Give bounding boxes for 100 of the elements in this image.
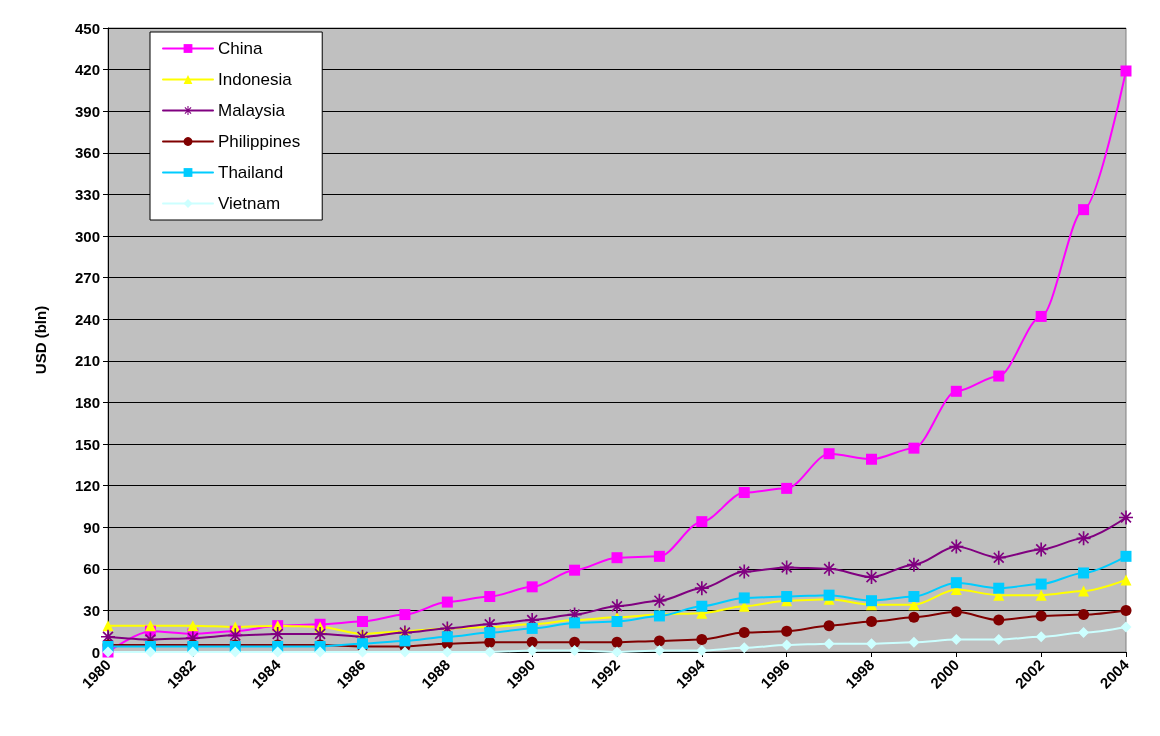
point bbox=[187, 620, 199, 632]
point bbox=[1078, 585, 1090, 597]
point bbox=[866, 595, 877, 607]
point bbox=[484, 627, 496, 639]
point bbox=[1076, 531, 1091, 546]
point bbox=[569, 636, 581, 648]
point bbox=[694, 581, 709, 596]
point bbox=[526, 622, 538, 634]
point bbox=[908, 591, 920, 603]
point bbox=[1120, 65, 1132, 77]
point bbox=[1035, 610, 1047, 622]
point bbox=[949, 539, 964, 554]
point bbox=[399, 635, 411, 647]
point bbox=[652, 593, 667, 608]
y-tick-label: 390 bbox=[74, 102, 100, 120]
point bbox=[993, 370, 1005, 382]
point bbox=[610, 599, 624, 614]
point bbox=[484, 591, 496, 603]
point bbox=[864, 570, 879, 585]
point bbox=[1035, 578, 1047, 590]
point bbox=[738, 642, 750, 654]
point bbox=[908, 611, 920, 623]
point bbox=[313, 626, 328, 641]
point bbox=[866, 453, 877, 465]
point bbox=[228, 628, 243, 643]
point bbox=[738, 592, 750, 604]
point bbox=[1035, 631, 1047, 643]
y-tick-label: 60 bbox=[83, 560, 100, 578]
legend-label: China bbox=[218, 39, 263, 58]
point bbox=[950, 385, 962, 397]
point bbox=[1120, 550, 1132, 562]
point bbox=[823, 448, 835, 460]
point bbox=[1035, 310, 1047, 322]
point bbox=[653, 635, 665, 647]
point bbox=[270, 626, 285, 641]
point bbox=[781, 625, 793, 637]
y-tick-label: 270 bbox=[74, 269, 100, 287]
point bbox=[229, 646, 241, 658]
point bbox=[611, 552, 623, 564]
point bbox=[738, 487, 750, 499]
y-tick-label: 120 bbox=[74, 477, 100, 495]
point bbox=[908, 636, 920, 648]
point bbox=[653, 550, 665, 562]
y-tick-label: 180 bbox=[74, 393, 100, 411]
point bbox=[357, 615, 368, 627]
point bbox=[1034, 542, 1049, 557]
point bbox=[781, 482, 793, 494]
point bbox=[779, 560, 794, 575]
point bbox=[950, 606, 962, 618]
point bbox=[950, 577, 962, 589]
point bbox=[696, 600, 708, 612]
point bbox=[866, 638, 877, 650]
y-tick-label: 300 bbox=[74, 227, 100, 245]
point bbox=[484, 646, 496, 658]
point bbox=[823, 620, 835, 632]
point bbox=[1119, 510, 1133, 525]
point bbox=[696, 634, 708, 646]
point bbox=[866, 616, 877, 627]
point bbox=[357, 646, 368, 658]
point bbox=[399, 609, 411, 621]
point bbox=[822, 561, 837, 576]
point bbox=[906, 557, 921, 572]
point bbox=[1120, 574, 1132, 586]
y-axis-title: USD (bln) bbox=[32, 305, 49, 375]
point bbox=[526, 636, 538, 648]
legend-label: Indonesia bbox=[218, 70, 293, 89]
point bbox=[314, 646, 326, 658]
point bbox=[993, 614, 1005, 626]
point bbox=[441, 631, 453, 643]
point bbox=[696, 516, 708, 528]
y-tick-label: 360 bbox=[74, 144, 100, 162]
point bbox=[1078, 567, 1090, 579]
point bbox=[823, 638, 835, 650]
point bbox=[781, 591, 793, 603]
point bbox=[569, 645, 581, 657]
point bbox=[272, 646, 284, 658]
y-tick-label: 150 bbox=[74, 435, 100, 453]
y-tick-label: 0 bbox=[91, 643, 100, 661]
point bbox=[1078, 204, 1090, 216]
point bbox=[1120, 621, 1132, 633]
point bbox=[950, 634, 962, 646]
point bbox=[908, 442, 920, 454]
point bbox=[1035, 589, 1047, 601]
legend-label: Philippines bbox=[218, 132, 301, 151]
y-tick-label: 420 bbox=[74, 61, 100, 79]
point bbox=[102, 620, 114, 632]
point bbox=[611, 615, 623, 627]
y-tick-label: 210 bbox=[74, 352, 100, 370]
point bbox=[993, 634, 1005, 646]
y-tick-label: 90 bbox=[83, 518, 100, 536]
y-tick-label: 30 bbox=[83, 601, 100, 619]
y-tick-label: 240 bbox=[74, 310, 100, 328]
legend-label: Thailand bbox=[218, 163, 284, 182]
point bbox=[144, 646, 156, 658]
point bbox=[144, 620, 156, 632]
point bbox=[611, 646, 623, 658]
point bbox=[991, 550, 1006, 565]
point bbox=[653, 645, 665, 657]
point bbox=[441, 596, 453, 608]
legend-label: Malaysia bbox=[218, 101, 286, 120]
